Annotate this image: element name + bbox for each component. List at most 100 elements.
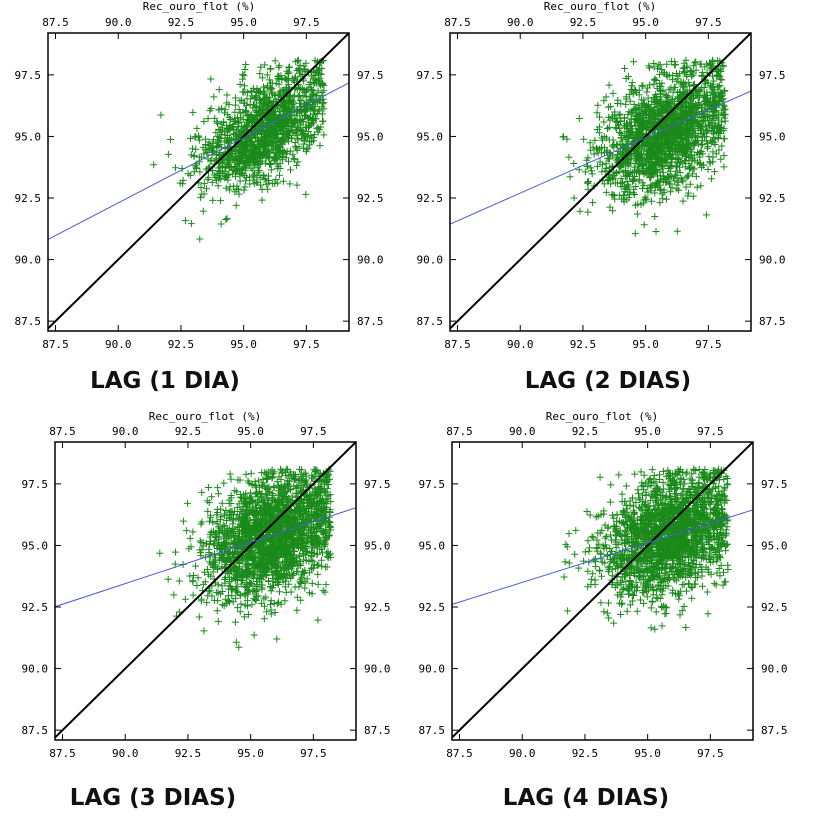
data-point — [204, 507, 212, 515]
data-point — [667, 144, 675, 152]
data-point — [691, 127, 699, 135]
x-tick-label-top: 92.5 — [168, 16, 195, 29]
data-point — [635, 91, 643, 99]
data-point — [200, 627, 208, 635]
data-point — [709, 148, 717, 156]
data-point — [686, 180, 694, 188]
data-point — [301, 88, 309, 96]
data-point — [171, 560, 179, 568]
data-point — [286, 180, 294, 188]
data-point — [620, 121, 628, 129]
data-point — [210, 93, 218, 101]
data-point — [609, 207, 617, 215]
data-point — [215, 151, 223, 159]
data-point — [233, 582, 241, 590]
data-point — [718, 142, 726, 150]
y-tick-label-right: 92.5 — [759, 192, 786, 205]
data-point — [262, 140, 270, 148]
data-point — [270, 599, 278, 607]
data-point — [202, 185, 210, 193]
data-point — [716, 129, 724, 137]
data-point — [646, 184, 654, 192]
data-point — [257, 63, 265, 71]
data-point — [655, 152, 663, 160]
data-point — [598, 168, 606, 176]
data-point — [570, 194, 578, 202]
data-point — [295, 465, 303, 473]
data-point — [206, 107, 214, 115]
data-point — [559, 133, 567, 141]
data-point — [302, 469, 310, 477]
data-point — [200, 180, 208, 188]
data-point — [269, 473, 277, 481]
data-point — [242, 162, 250, 170]
data-point — [326, 524, 334, 532]
data-point — [683, 152, 691, 160]
data-point — [693, 183, 701, 191]
data-point — [275, 63, 283, 71]
data-point — [256, 95, 264, 103]
data-point — [255, 546, 263, 554]
data-point — [290, 155, 298, 163]
data-point — [263, 71, 271, 79]
data-point — [658, 140, 666, 148]
data-point — [242, 107, 250, 115]
data-point — [699, 150, 707, 158]
data-point — [570, 159, 578, 167]
y-tick-label-left: 92.5 — [15, 192, 42, 205]
data-point — [669, 128, 677, 136]
x-tick-label-top: 97.5 — [293, 16, 320, 29]
data-point — [293, 128, 301, 136]
data-point — [720, 110, 728, 118]
data-point — [271, 92, 279, 100]
data-point — [201, 578, 209, 586]
y-tick-label-right: 90.0 — [357, 254, 384, 267]
data-point — [275, 171, 283, 179]
data-point — [681, 69, 689, 77]
data-point — [295, 65, 303, 73]
data-point — [593, 144, 601, 152]
data-point — [251, 148, 259, 156]
data-point — [636, 112, 644, 120]
data-point — [194, 574, 202, 582]
data-point — [720, 152, 728, 160]
data-point — [626, 97, 634, 105]
data-point — [304, 128, 312, 136]
data-point — [296, 84, 304, 92]
data-point — [594, 101, 602, 109]
data-point — [708, 83, 716, 91]
data-point — [637, 121, 645, 129]
data-point — [319, 100, 327, 108]
data-point — [714, 111, 722, 119]
data-point — [295, 91, 303, 99]
data-point — [243, 156, 251, 164]
data-point — [640, 221, 648, 229]
data-point — [220, 109, 228, 117]
data-point — [720, 135, 728, 143]
data-point — [272, 131, 280, 139]
data-point — [326, 491, 334, 499]
data-point — [321, 588, 329, 596]
data-point — [263, 134, 271, 142]
data-point — [709, 58, 717, 66]
data-point — [196, 168, 204, 176]
data-point — [233, 132, 241, 140]
data-point — [275, 148, 283, 156]
data-point — [679, 147, 687, 155]
data-point — [275, 89, 283, 97]
data-point — [673, 227, 681, 235]
data-point — [263, 84, 271, 92]
data-point — [271, 156, 279, 164]
data-point — [245, 115, 253, 123]
data-point — [662, 91, 670, 99]
data-point — [232, 587, 240, 595]
data-point — [217, 197, 225, 205]
data-point — [277, 126, 285, 134]
data-point — [164, 150, 172, 158]
data-point — [265, 160, 273, 168]
y-tick-label-right: 95.0 — [357, 130, 384, 143]
data-point — [714, 96, 722, 104]
data-point — [600, 144, 608, 152]
fit-line — [48, 82, 349, 240]
